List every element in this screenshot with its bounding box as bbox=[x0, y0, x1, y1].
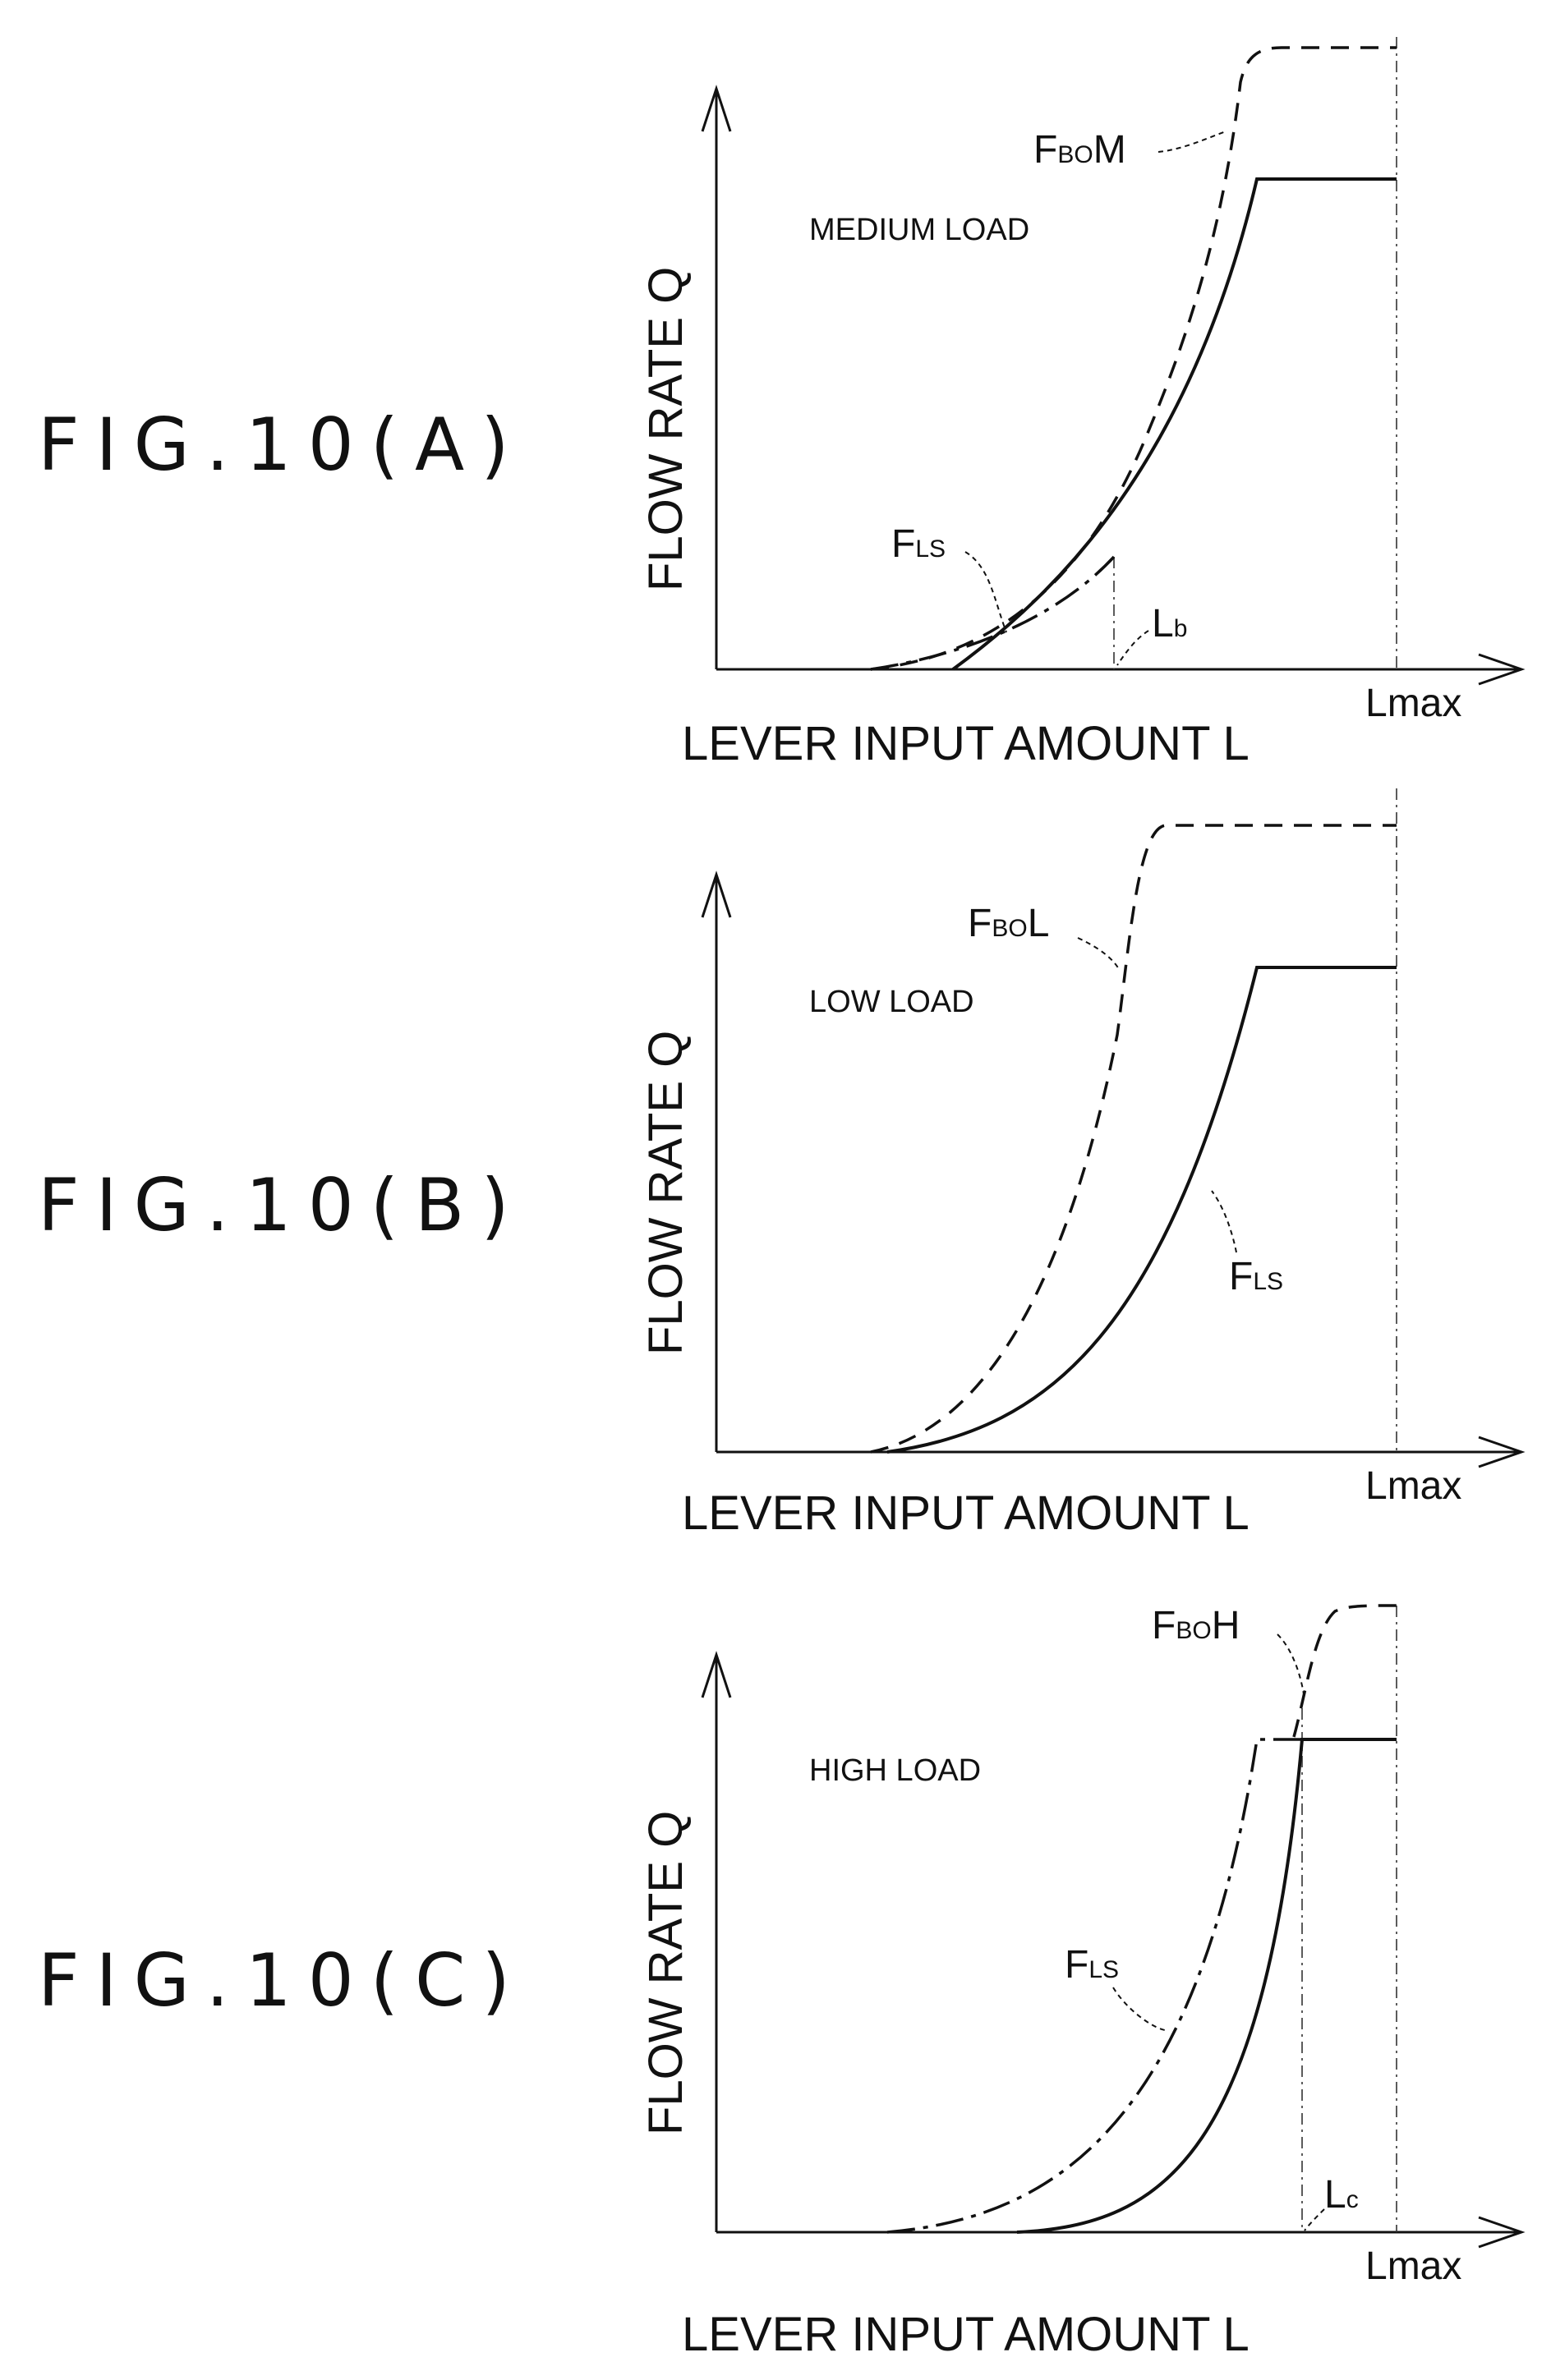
fls-dashdot-curve-a bbox=[871, 557, 1114, 669]
fbom-curve-a bbox=[871, 48, 1397, 669]
fls-main-b: F bbox=[1229, 1255, 1253, 1298]
fbol-tail-b: L bbox=[1028, 902, 1050, 945]
x-axis-label-c: LEVER INPUT AMOUNT L bbox=[682, 2308, 1250, 2361]
fbom-leader-a bbox=[1158, 131, 1226, 152]
fboh-sub-c: BO bbox=[1176, 1617, 1211, 1644]
fls-leader-c bbox=[1113, 1987, 1165, 2030]
fbol-leader-b bbox=[1078, 938, 1119, 969]
fig-label-c: FIG.10(C) bbox=[38, 1938, 527, 2023]
fls-label-b: FLS bbox=[1229, 1255, 1283, 1298]
fls-sub-b: LS bbox=[1253, 1268, 1283, 1295]
fbom-main-a: F bbox=[1033, 128, 1057, 172]
fls-curve-b bbox=[887, 967, 1397, 1452]
load-label-b: LOW LOAD bbox=[809, 985, 974, 1019]
lmax-label-b: Lmax bbox=[1365, 1464, 1461, 1508]
fbol-sub-b: BO bbox=[992, 915, 1027, 942]
fbom-sub-a: BO bbox=[1057, 141, 1093, 168]
fbol-label-b: FBOL bbox=[968, 902, 1049, 945]
x-axis-label-b: LEVER INPUT AMOUNT L bbox=[682, 1486, 1250, 1540]
fls-dashdot-curve-c bbox=[887, 1739, 1302, 2232]
lc-label-c: Lc bbox=[1324, 2173, 1359, 2217]
fbom-label-a: FBOM bbox=[1033, 128, 1126, 172]
fboh-main-c: F bbox=[1152, 1604, 1176, 1647]
y-axis-label-c: FLOW RATE Q bbox=[639, 1811, 693, 2135]
panel-b: FIG.10(B) FLOW RATE Q LEVER INPUT AMOUNT… bbox=[38, 788, 1521, 1540]
fls-label-c: FLS bbox=[1065, 1943, 1119, 1987]
fbom-tail-a: M bbox=[1093, 128, 1126, 172]
fls-sub-a: LS bbox=[915, 535, 946, 563]
fls-label-a: FLS bbox=[891, 522, 946, 566]
fbol-curve-b bbox=[871, 825, 1397, 1452]
fls-leader-b bbox=[1212, 1191, 1236, 1252]
lc-leader-c bbox=[1305, 2209, 1324, 2231]
fboh-leader-c bbox=[1277, 1634, 1305, 1700]
lmax-label-c: Lmax bbox=[1365, 2244, 1461, 2288]
fls-main-a: F bbox=[891, 522, 915, 566]
fls-sub-c: LS bbox=[1088, 1956, 1119, 1983]
y-axis-label-a: FLOW RATE Q bbox=[639, 267, 693, 591]
lmax-label-a: Lmax bbox=[1365, 682, 1461, 725]
fboh-curve-c bbox=[1294, 1606, 1397, 1737]
fboh-label-c: FBOH bbox=[1152, 1604, 1240, 1647]
y-axis-label-b: FLOW RATE Q bbox=[639, 1031, 693, 1355]
load-label-c: HIGH LOAD bbox=[809, 1753, 981, 1788]
panel-c: FIG.10(C) FLOW RATE Q LEVER INPUT AMOUNT… bbox=[38, 1604, 1521, 2361]
fls-main-c: F bbox=[1065, 1943, 1088, 1987]
lb-label-a: Lb bbox=[1152, 602, 1187, 646]
fls-leader-a bbox=[965, 552, 1006, 632]
x-axis-label-a: LEVER INPUT AMOUNT L bbox=[682, 717, 1250, 770]
fboh-tail-c: H bbox=[1212, 1604, 1240, 1647]
lc-sub-c: c bbox=[1346, 2186, 1359, 2213]
lb-sub-a: b bbox=[1174, 615, 1188, 642]
fls-solid-curve-a bbox=[953, 179, 1397, 669]
load-label-a: MEDIUM LOAD bbox=[809, 213, 1029, 247]
lb-leader-a bbox=[1117, 631, 1148, 665]
panel-a: FIG.10(A) FLOW RATE Q LEVER INPUT AMOUNT… bbox=[38, 37, 1521, 770]
fbol-main-b: F bbox=[968, 902, 992, 945]
lc-main-c: L bbox=[1324, 2173, 1346, 2217]
fig-label-b: FIG.10(B) bbox=[38, 1163, 526, 1247]
lb-main-a: L bbox=[1152, 602, 1174, 646]
fig-label-a: FIG.10(A) bbox=[38, 402, 526, 487]
